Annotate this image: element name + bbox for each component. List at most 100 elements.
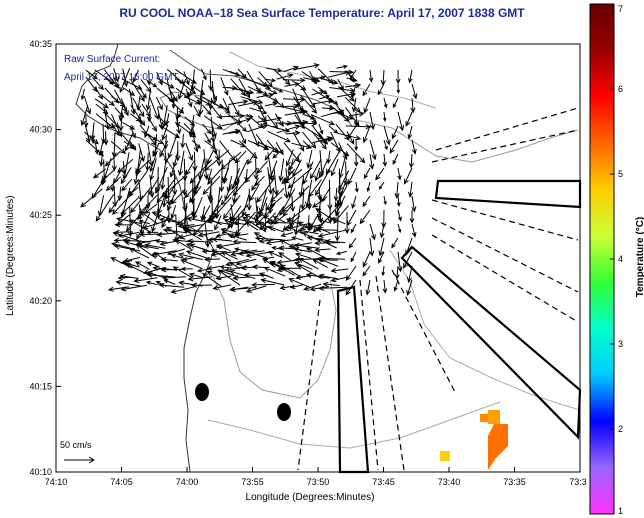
current-vector <box>328 70 351 78</box>
current-vector <box>273 69 291 86</box>
current-vector <box>230 249 258 257</box>
current-vector <box>183 228 202 241</box>
current-vector <box>118 115 124 132</box>
current-vector <box>189 243 211 252</box>
current-vector <box>249 184 260 202</box>
current-vector <box>362 195 371 208</box>
current-vector <box>354 181 359 193</box>
current-vector <box>405 111 413 127</box>
current-vector <box>318 159 328 179</box>
scale-label: 50 cm/s <box>60 440 92 450</box>
current-vector <box>220 77 229 96</box>
current-vector <box>206 218 229 225</box>
current-vector <box>91 178 105 200</box>
current-vector <box>113 244 141 252</box>
x-tick-label: 73:55 <box>241 477 264 487</box>
current-vector <box>167 133 178 159</box>
current-vectors <box>80 63 418 296</box>
current-vector <box>207 166 224 185</box>
current-vector <box>272 216 287 224</box>
current-vector <box>134 261 150 270</box>
current-vector <box>136 239 160 246</box>
current-vector <box>177 78 187 100</box>
current-vector <box>256 116 283 123</box>
current-vector <box>299 185 310 196</box>
current-vector <box>133 277 158 284</box>
current-vector <box>256 177 275 203</box>
current-vector <box>170 286 195 294</box>
current-vector <box>146 230 159 235</box>
current-vector <box>231 167 240 190</box>
current-vector <box>339 112 354 120</box>
current-vector <box>279 285 294 291</box>
current-vector <box>353 153 359 167</box>
current-vector <box>219 140 236 162</box>
current-vector <box>365 279 371 296</box>
current-vector <box>306 150 313 169</box>
current-vector <box>333 187 339 202</box>
current-vector <box>135 159 150 174</box>
current-vector <box>201 248 222 255</box>
current-vector <box>314 247 331 253</box>
current-vector <box>140 79 152 93</box>
current-vector <box>211 124 217 139</box>
current-vector <box>369 111 376 131</box>
current-vector <box>136 95 142 112</box>
current-vector <box>204 132 211 144</box>
current-vector <box>121 178 133 192</box>
current-vector <box>311 90 326 96</box>
current-vector <box>293 242 319 249</box>
current-vector <box>366 181 371 193</box>
current-vector <box>178 252 203 261</box>
current-vector <box>147 177 160 196</box>
x-tick-label: 73:50 <box>307 477 330 487</box>
current-vector <box>128 219 150 233</box>
current-vector <box>314 167 321 182</box>
current-vector <box>396 83 401 94</box>
current-vector <box>220 104 231 115</box>
current-vector <box>397 251 403 273</box>
current-vector <box>98 140 104 156</box>
current-vector <box>382 279 388 294</box>
current-vector <box>138 114 143 126</box>
current-vector <box>362 125 371 144</box>
current-vector <box>311 196 328 208</box>
current-vector <box>245 221 259 231</box>
current-vector <box>240 96 264 105</box>
current-vector <box>177 150 185 177</box>
current-vector <box>229 286 257 292</box>
current-vector <box>212 196 232 219</box>
current-vector <box>212 284 232 291</box>
current-vector <box>140 211 158 224</box>
current-vector <box>243 272 268 278</box>
current-vector <box>208 69 214 92</box>
current-vector <box>185 159 196 176</box>
current-vector <box>190 69 196 92</box>
current-vector <box>219 265 232 270</box>
current-vector <box>284 81 301 87</box>
current-vector <box>165 113 170 126</box>
current-vector <box>211 236 232 243</box>
current-vector <box>193 105 201 118</box>
current-vector <box>104 87 120 104</box>
current-vector <box>103 106 110 131</box>
current-vector <box>180 259 203 270</box>
current-vector <box>246 188 252 211</box>
x-tick-label: 74:00 <box>176 477 199 487</box>
current-vector <box>159 140 169 158</box>
current-vector <box>187 238 213 244</box>
current-vector <box>318 285 348 291</box>
current-vector <box>238 140 258 160</box>
current-vector <box>124 263 150 276</box>
sst-patch <box>440 451 450 461</box>
current-vector <box>158 282 185 288</box>
current-vector <box>83 115 89 128</box>
sst-patch <box>480 414 490 422</box>
current-vector <box>267 251 283 258</box>
current-vector <box>122 87 136 96</box>
current-vector <box>251 177 259 192</box>
current-vector <box>228 216 258 224</box>
current-vector <box>345 265 357 282</box>
current-vector <box>230 78 247 97</box>
current-vector <box>152 143 160 158</box>
